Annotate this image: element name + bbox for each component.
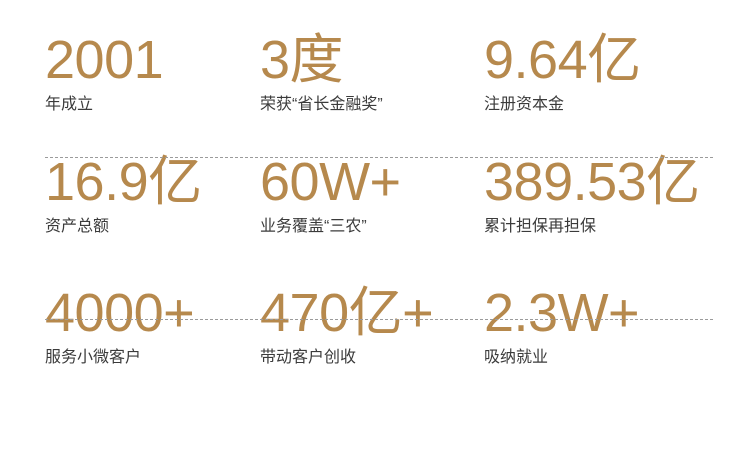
stat-label: 吸纳就业: [484, 349, 549, 367]
row-divider: [45, 319, 713, 321]
stat-cell-awards: 3度 荣获“省长金融奖”: [250, 30, 472, 116]
stat-value: 389.53亿: [484, 152, 700, 212]
stat-value: 60W+: [260, 152, 401, 212]
stat-cell-small-micro-clients: 4000+ 服务小微客户: [0, 283, 250, 369]
stat-label: 累计担保再担保: [484, 218, 597, 236]
stat-cell-client-revenue: 470亿+ 带动客户创收: [250, 283, 472, 369]
stat-cell-cumulative-guarantee: 389.53亿 累计担保再担保: [472, 152, 752, 238]
stat-cell-business-coverage: 60W+ 业务覆盖“三农”: [250, 152, 472, 238]
stat-label: 服务小微客户: [45, 349, 142, 367]
stat-cell-total-assets: 16.9亿 资产总额: [0, 152, 250, 238]
stat-value: 4000+: [45, 283, 195, 343]
stat-value: 16.9亿: [45, 152, 202, 212]
stat-cell-registered-capital: 9.64亿 注册资本金: [472, 30, 752, 116]
stats-row: 2001 年成立 3度 荣获“省长金融奖” 9.64亿 注册资本金: [0, 0, 752, 131]
stat-label: 年成立: [45, 96, 94, 114]
stat-value: 2.3W+: [484, 283, 640, 343]
stat-label: 资产总额: [45, 218, 110, 236]
stats-row: 4000+ 服务小微客户 470亿+ 带动客户创收 2.3W+ 吸纳就业: [0, 262, 752, 393]
stats-row: 16.9亿 资产总额 60W+ 业务覆盖“三农” 389.53亿 累计担保再担保: [0, 131, 752, 262]
stat-value: 470亿+: [260, 283, 434, 343]
stat-label: 带动客户创收: [260, 349, 357, 367]
stat-value: 3度: [260, 30, 344, 90]
stat-cell-employment: 2.3W+ 吸纳就业: [472, 283, 752, 369]
stat-label: 业务覆盖“三农”: [260, 218, 367, 236]
stat-label: 荣获“省长金融奖”: [260, 96, 383, 114]
stat-value: 9.64亿: [484, 30, 641, 90]
stat-cell-year-founded: 2001 年成立: [0, 30, 250, 116]
row-divider: [45, 157, 713, 159]
stat-label: 注册资本金: [484, 96, 565, 114]
stat-value: 2001: [45, 30, 164, 90]
